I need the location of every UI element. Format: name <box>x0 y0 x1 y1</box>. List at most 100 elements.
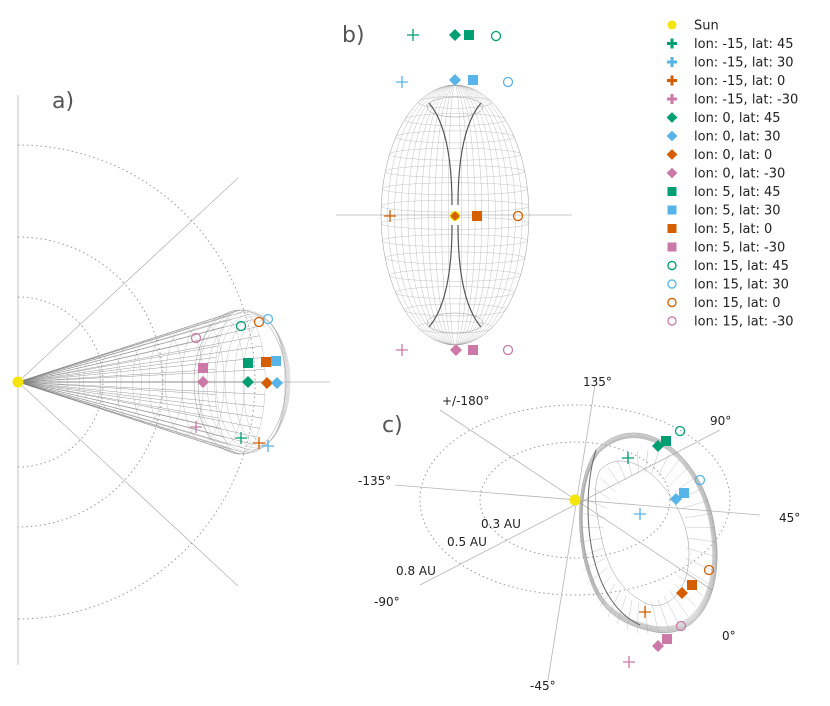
legend-marker-9 <box>667 187 677 196</box>
panel-a-side-view: a) <box>12 89 330 665</box>
legend-marker-15 <box>667 297 677 308</box>
panel-c-sun-marker <box>569 494 581 506</box>
panel-c-marker-13 <box>652 640 664 652</box>
legend-label: lon: 5, lat: 45 <box>694 185 781 200</box>
distance-label-05: 0.5 AU <box>447 535 487 549</box>
panel-a-marker-0 <box>190 332 202 344</box>
angle-label-m45: -45° <box>530 679 556 693</box>
panel-c-marker-12 <box>623 656 635 668</box>
panel-a-label: a) <box>52 89 74 114</box>
legend: Sun lon: -15, lat: 45 lon: -15, lat: 30 lon… <box>666 19 798 330</box>
panel-b-marker-13 <box>450 344 462 356</box>
legend-marker-4 <box>667 94 677 104</box>
panel-c-marker-8 <box>639 606 651 618</box>
angle-label-45: 45° <box>779 511 800 525</box>
panel-b-marker-11 <box>512 210 524 222</box>
legend-item: lon: 5, lat: 45 <box>667 185 781 200</box>
legend-label: lon: 5, lat: -30 <box>694 241 785 256</box>
panel-c-label: c) <box>382 413 403 438</box>
panel-b-marker-5 <box>449 74 461 86</box>
legend-item: Sun <box>667 19 719 34</box>
panel-b-marker-3 <box>490 30 502 42</box>
angle-label-90: 90° <box>710 414 731 428</box>
legend-label: lon: 15, lat: -30 <box>694 315 794 330</box>
panel-c-marker-0 <box>622 452 634 464</box>
legend-marker-3 <box>667 75 677 86</box>
legend-item: lon: 0, lat: 45 <box>666 111 781 126</box>
legend-item: lon: -15, lat: 30 <box>667 56 794 71</box>
legend-label: lon: 0, lat: 45 <box>694 111 781 126</box>
panel-b-marker-1 <box>449 29 461 41</box>
legend-marker-0 <box>667 20 677 30</box>
panel-a-marker-1 <box>235 320 247 332</box>
panel-b-marker-0 <box>407 29 419 41</box>
panel-a-marker-10 <box>261 377 273 389</box>
angle-label-m135: -135° <box>358 474 391 488</box>
legend-label: lon: 0, lat: 0 <box>694 148 772 163</box>
legend-marker-8 <box>666 167 678 179</box>
panel-c-marker-2 <box>661 436 671 446</box>
angle-label-135: 135° <box>583 375 612 389</box>
legend-marker-2 <box>667 57 677 67</box>
legend-item: lon: 0, lat: -30 <box>666 167 785 182</box>
legend-item: lon: 15, lat: -30 <box>667 315 794 330</box>
panel-b-front-view: b) <box>336 23 572 356</box>
panel-b-marker-12 <box>396 344 408 356</box>
angle-label-180: +/-180° <box>442 394 489 408</box>
legend-label: lon: 0, lat: 30 <box>694 130 781 145</box>
panel-c-torus-wireframe <box>579 432 718 635</box>
legend-marker-12 <box>667 242 677 252</box>
panel-a-marker-8 <box>197 376 209 388</box>
legend-label: lon: 15, lat: 30 <box>694 278 789 293</box>
panel-a-marker-9 <box>242 376 254 388</box>
legend-item: lon: 0, lat: 30 <box>666 130 781 145</box>
panel-b-label: b) <box>342 23 365 48</box>
panel-b-marker-10 <box>472 211 482 221</box>
panel-b-marker-4 <box>396 76 408 88</box>
panel-c-markers <box>622 425 715 668</box>
panel-b-marker-14 <box>468 345 478 355</box>
panel-b-markers <box>384 29 524 356</box>
legend-item: lon: -15, lat: -30 <box>667 93 798 108</box>
panel-c-marker-9 <box>676 587 688 599</box>
legend-marker-6 <box>666 130 678 142</box>
panel-a-marker-3 <box>262 313 274 325</box>
legend-label: lon: 15, lat: 0 <box>694 296 781 311</box>
distance-label-08: 0.8 AU <box>396 564 436 578</box>
panel-c-marker-14 <box>662 634 672 644</box>
angle-label-m90: -90° <box>374 595 400 609</box>
panel-a-sun-marker <box>12 376 24 388</box>
panel-a-marker-7 <box>271 356 281 366</box>
legend-label: lon: 5, lat: 0 <box>694 222 772 237</box>
panel-a-guides <box>17 95 330 665</box>
panel-b-marker-9 <box>450 211 460 221</box>
panel-c-marker-3 <box>674 425 686 437</box>
panel-a-cone-wireframe <box>17 309 291 455</box>
panel-b-marker-6 <box>468 75 478 85</box>
panel-a-marker-6 <box>261 357 271 367</box>
distance-label-03: 0.3 AU <box>481 517 521 531</box>
panel-b-marker-2 <box>464 30 474 40</box>
panel-c-marker-10 <box>687 580 697 590</box>
legend-label: lon: -15, lat: -30 <box>694 93 798 108</box>
panel-c-marker-4 <box>634 508 646 520</box>
legend-item: lon: 5, lat: -30 <box>667 241 785 256</box>
panel-b-marker-7 <box>502 76 514 88</box>
legend-marker-1 <box>667 38 677 49</box>
legend-marker-5 <box>666 112 678 123</box>
legend-item: lon: 0, lat: 0 <box>666 148 772 163</box>
legend-label: lon: 0, lat: -30 <box>694 167 785 182</box>
legend-item: lon: -15, lat: 45 <box>667 37 794 52</box>
legend-label: Sun <box>694 19 719 34</box>
panel-a-marker-4 <box>198 363 208 373</box>
legend-label: lon: -15, lat: 45 <box>694 37 794 52</box>
legend-marker-10 <box>667 205 677 215</box>
legend-item: lon: 5, lat: 30 <box>667 204 781 219</box>
legend-marker-11 <box>667 224 677 233</box>
panel-b-marker-8 <box>384 210 396 222</box>
panel-c-top-view: c) 135° +/-180° 90° -135° 45° -90° 0° -4… <box>358 375 800 693</box>
legend-item: lon: 15, lat: 30 <box>667 278 789 293</box>
panel-a-marker-2 <box>253 316 265 328</box>
panel-a-markers <box>190 313 283 452</box>
